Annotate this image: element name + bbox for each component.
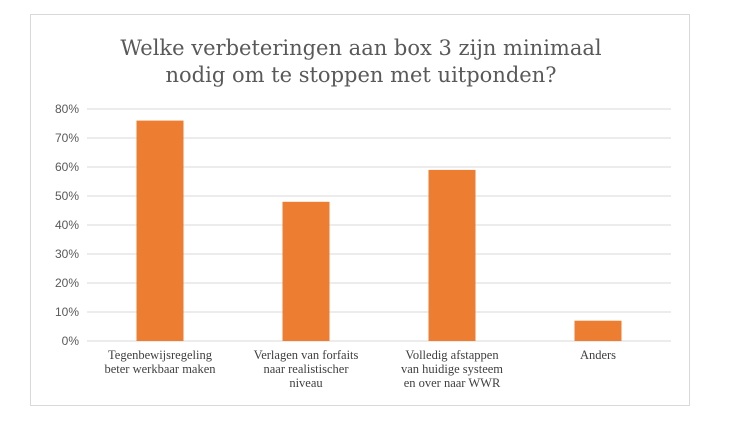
bar <box>574 320 622 341</box>
chart-title-line: Welke verbeteringen aan box 3 zijn minim… <box>120 36 601 60</box>
chart-title: Welke verbeteringen aan box 3 zijn minim… <box>120 36 601 87</box>
x-category-label-line: en over naar WWR <box>404 376 501 390</box>
bars <box>136 120 622 341</box>
x-category-label-line: Tegenbewijsregeling <box>108 348 213 362</box>
y-tick-label: 40% <box>55 218 79 232</box>
y-tick-label: 20% <box>55 276 79 290</box>
bar <box>282 201 330 341</box>
x-category-label-line: niveau <box>289 376 323 390</box>
y-tick-label: 30% <box>55 247 79 261</box>
x-category-label: Tegenbewijsregeling beter werkbaar maken <box>104 348 216 376</box>
bar <box>428 169 476 341</box>
y-tick-label: 60% <box>55 160 79 174</box>
x-category-label-line: van huidige systeem <box>401 362 503 376</box>
x-category-label-line: Verlagen van forfaits <box>254 348 359 362</box>
x-category-label: Anders <box>580 348 616 362</box>
chart-frame: Welke verbeteringen aan box 3 zijn minim… <box>30 14 690 406</box>
gridlines <box>87 108 671 342</box>
y-tick-label: 50% <box>55 189 79 203</box>
y-tick-label: 70% <box>55 131 79 145</box>
y-axis-ticks: 0% 10% 20% 30% 40% 50% 60% 70% 80% <box>55 102 79 348</box>
x-category-label-line: beter werkbaar maken <box>104 362 216 376</box>
bar-chart: Welke verbeteringen aan box 3 zijn minim… <box>55 36 671 390</box>
x-category-label-line: naar realistischer <box>263 362 349 376</box>
chart-title-line: nodig om te stoppen met uitponden? <box>166 63 557 87</box>
x-category-label-line: Anders <box>580 348 616 362</box>
x-category-label-line: Volledig afstappen <box>405 348 499 362</box>
x-category-label: Verlagen van forfaits naar realistischer n… <box>254 348 359 390</box>
y-tick-label: 80% <box>55 102 79 116</box>
x-axis-categories: Tegenbewijsregeling beter werkbaar maken V… <box>104 348 616 390</box>
y-tick-label: 10% <box>55 305 79 319</box>
bar <box>136 120 184 341</box>
y-tick-label: 0% <box>62 334 80 348</box>
x-category-label: Volledig afstappen van huidige systeem en … <box>401 348 503 390</box>
